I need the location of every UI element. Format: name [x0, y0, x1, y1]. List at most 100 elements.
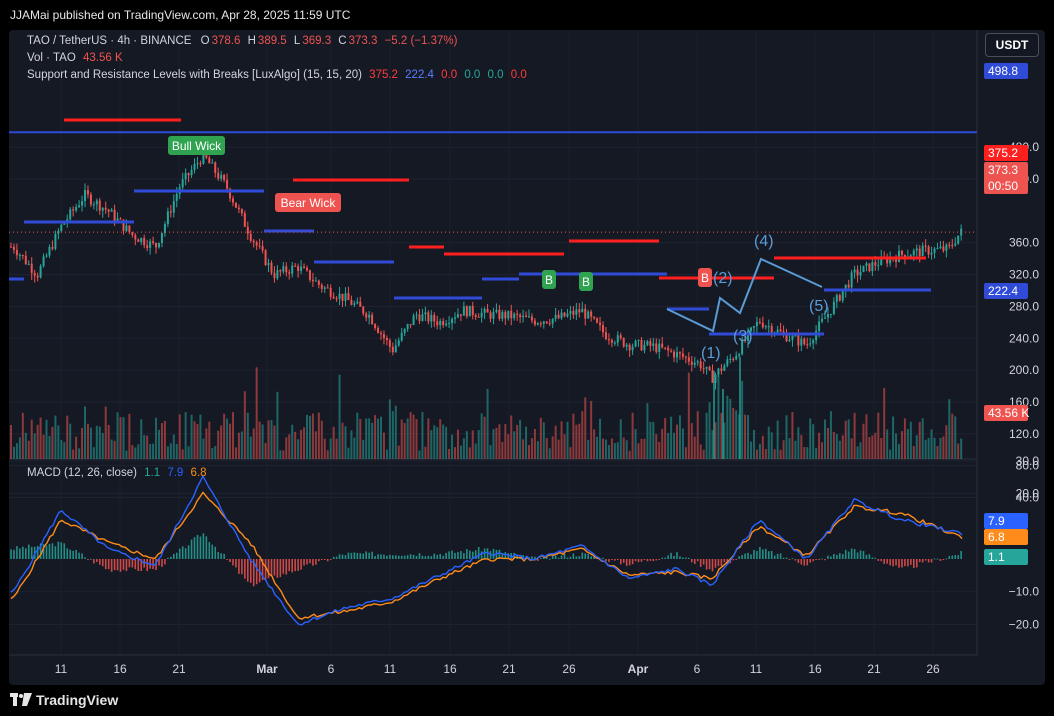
indicator-value-3: 0.0	[441, 69, 458, 81]
volume-bar	[587, 439, 590, 459]
volume-bar	[898, 443, 900, 459]
macd-hist-bar	[318, 559, 320, 562]
macd-hist-bar	[522, 555, 524, 559]
macd-hist-bar	[915, 559, 918, 568]
macd-hist-bar	[625, 559, 628, 566]
volume-bar	[625, 440, 628, 459]
volume-bar	[501, 441, 504, 459]
macd-hist-bar	[140, 559, 143, 572]
candle-body	[936, 248, 939, 250]
volume-bar	[175, 443, 178, 459]
chart-canvas[interactable]: 40.0 80.0 120.0 16 0.0 200.0 240.0 280.0 320.0 36…	[9, 30, 1045, 685]
volume-bar	[699, 444, 702, 459]
macd-hist-bar	[785, 557, 788, 559]
candle-body	[714, 374, 717, 383]
volume-bar	[655, 434, 658, 459]
candle-body	[770, 326, 773, 334]
volume-bar	[48, 436, 51, 459]
legend-row-symbol: TAO / TetherUS · 4h · BINANCE O 378.6 H 38…	[27, 35, 457, 47]
candle-body	[246, 226, 249, 234]
macd-hist-bar	[353, 552, 356, 559]
macd-hist-bar	[321, 559, 323, 560]
macd-hist-bar	[705, 559, 708, 570]
candle-body	[741, 339, 744, 355]
volume-badge	[984, 405, 1028, 421]
candle-body	[486, 308, 489, 313]
volume-bar	[889, 449, 892, 459]
candle-body	[859, 272, 862, 276]
macd-hist-bar	[617, 559, 619, 560]
candle-body	[86, 189, 89, 195]
volume-bar	[317, 412, 320, 459]
wave-5-label: (5)	[809, 298, 829, 315]
macd-hist-bar	[534, 556, 536, 559]
volume-bar	[285, 437, 288, 459]
candle-body	[430, 315, 433, 322]
macd-hist-bar	[84, 557, 86, 559]
macd-hist-bar	[611, 559, 613, 560]
macd-hist-bar	[205, 536, 208, 559]
macd-hist-bar	[10, 549, 12, 559]
candle-body	[673, 351, 676, 358]
volume-bar	[779, 449, 782, 459]
macd-hist-bar	[199, 536, 202, 559]
macd-hist-bar	[300, 559, 302, 570]
volume-bar	[208, 421, 211, 459]
macd-hist-bar	[439, 553, 441, 559]
candle-body	[308, 270, 311, 280]
candle-body	[900, 250, 903, 255]
macd-hist-bar	[918, 559, 921, 563]
macd-hist-bar	[134, 559, 137, 570]
volume-bar	[122, 417, 125, 459]
volume-bar	[273, 425, 276, 459]
macd-hist-bar	[658, 559, 661, 560]
candle-body	[670, 350, 673, 352]
candle-body	[643, 344, 646, 351]
macd-hist-bar	[945, 558, 948, 560]
macd-hist-bar	[759, 546, 761, 559]
volume-bar	[282, 450, 285, 459]
macd-hist-bar	[782, 557, 785, 559]
candle-body	[782, 331, 785, 334]
candle-body	[619, 335, 622, 339]
candle-body	[563, 312, 566, 317]
volume-bar	[551, 436, 554, 459]
volume-bar	[276, 391, 279, 459]
currency-button[interactable]: USDT	[985, 33, 1039, 57]
macd-hist-bar	[646, 559, 649, 562]
macd-hist-bar	[424, 556, 427, 559]
candle-body	[584, 308, 587, 319]
chart-panel[interactable]: 40.0 80.0 120.0 16 0.0 200.0 240.0 280.0 320.0 36…	[9, 30, 1045, 685]
volume-bar	[948, 399, 951, 459]
candle-body	[125, 225, 128, 231]
volume-bar	[927, 437, 930, 459]
volume-bar	[720, 413, 723, 459]
macd-hist-badge-text: 1.1	[988, 550, 1005, 564]
macd-hist-bar	[128, 559, 131, 568]
volume-bar	[921, 418, 924, 459]
volume-bar	[454, 447, 456, 459]
volume-bar	[847, 419, 850, 459]
volume-bar	[223, 413, 226, 459]
volume-bar	[371, 422, 374, 459]
volume-bar	[489, 445, 492, 459]
macd-hist-bar	[575, 556, 578, 559]
candle-body	[607, 339, 610, 341]
legend-row-macd: MACD (12, 26, close) 1.1 7.9 6.8	[27, 467, 207, 479]
macd-hist-bar	[634, 559, 637, 562]
volume-bar	[835, 434, 838, 459]
candle-body	[495, 309, 498, 312]
support-badge	[984, 283, 1028, 299]
volume-bar	[628, 450, 631, 459]
volume-bar	[945, 425, 948, 459]
candle-body	[21, 255, 24, 257]
volume-bar	[957, 443, 960, 459]
macd-hist-bar	[238, 559, 240, 574]
candle-body	[699, 361, 702, 369]
volume-bar	[249, 436, 252, 459]
volume-bar	[548, 448, 551, 459]
tradingview-logo-icon	[10, 693, 32, 706]
price-tick-label: 240.0	[1009, 331, 1039, 345]
macd-hist-bar	[859, 550, 862, 559]
macd-hist-bar	[673, 555, 675, 559]
